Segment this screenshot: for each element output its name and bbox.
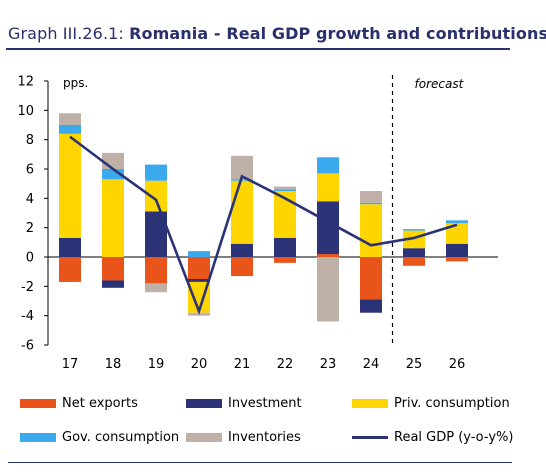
- bar-segment-inventories-17: [59, 113, 81, 125]
- forecast-annotation: forecast: [415, 77, 465, 91]
- legend-label-inventories: Inventories: [228, 430, 301, 445]
- x-tick-label: 21: [234, 357, 251, 372]
- chart-title-prefix: Graph III.26.1:: [8, 24, 124, 43]
- bar-segment-net-exports-26: [446, 257, 468, 262]
- legend-label-priv-consumption: Priv. consumption: [394, 396, 510, 411]
- bar-segment-investment-21: [231, 243, 253, 257]
- bar-segment-inventories-24: [360, 191, 382, 203]
- bar-segment-gov-consumption-23: [317, 157, 339, 174]
- y-tick-label: -6: [21, 339, 34, 354]
- bar-segment-gov-consumption-19: [145, 164, 167, 181]
- legend-item-gov-consumption: Gov. consumption: [20, 430, 179, 445]
- bar-segment-investment-19: [145, 211, 167, 257]
- bar-segment-inventories-18: [102, 152, 124, 169]
- bar-segment-priv-consumption-26: [446, 223, 468, 244]
- y-tick-label: 4: [26, 192, 34, 207]
- y-tick-label: 12: [17, 75, 34, 90]
- legend-swatch-inventories: [186, 433, 222, 442]
- legend-item-net-exports: Net exports: [20, 396, 138, 411]
- bar-segment-net-exports-17: [59, 257, 81, 282]
- x-tick-label: 24: [363, 357, 380, 372]
- bar-segment-net-exports-23: [317, 254, 339, 257]
- bar-segment-gov-consumption-17: [59, 125, 81, 134]
- legend-label-investment: Investment: [228, 396, 302, 411]
- bar-segment-net-exports-24: [360, 257, 382, 300]
- bar-segment-gov-consumption-26: [446, 220, 468, 224]
- bar-segment-net-exports-22: [274, 257, 296, 263]
- y-tick-label: -4: [21, 309, 34, 324]
- bar-segment-inventories-21: [231, 155, 253, 180]
- x-tick-label: 18: [105, 357, 122, 372]
- bar-segment-investment-23: [317, 201, 339, 255]
- bar-segment-investment-18: [102, 280, 124, 288]
- x-tick-label: 26: [449, 357, 466, 372]
- bar-segment-priv-consumption-17: [59, 133, 81, 238]
- x-tick-label: 25: [406, 357, 423, 372]
- y-tick-label: 0: [26, 251, 34, 266]
- chart-title: Graph III.26.1: Romania - Real GDP growt…: [8, 24, 546, 43]
- bar-segment-investment-26: [446, 243, 468, 257]
- bar-segment-net-exports-19: [145, 257, 167, 284]
- x-tick-label: 22: [277, 357, 294, 372]
- legend-swatch-priv-consumption: [352, 399, 388, 408]
- y-tick-label: 8: [26, 133, 34, 148]
- chart-bars: [59, 113, 468, 322]
- y-tick-label: -2: [21, 280, 34, 295]
- x-tick-label: 23: [320, 357, 337, 372]
- bar-segment-inventories-22: [274, 186, 296, 190]
- bar-segment-gov-consumption-25: [403, 229, 425, 231]
- bar-segment-investment-20: [188, 279, 210, 282]
- legend-label-real-gdp: Real GDP (y-o-y%): [394, 430, 514, 445]
- bar-segment-priv-consumption-19: [145, 180, 167, 212]
- bar-segment-net-exports-18: [102, 257, 124, 281]
- bar-segment-priv-consumption-21: [231, 180, 253, 244]
- y-axis-unit-label: pps.: [63, 76, 88, 90]
- chart-title-main: Romania - Real GDP growth and contributi…: [129, 24, 546, 43]
- chart-frame-bottom: [8, 462, 512, 463]
- bar-segment-priv-consumption-18: [102, 179, 124, 257]
- legend-label-gov-consumption: Gov. consumption: [62, 430, 180, 445]
- bar-segment-inventories-23: [317, 257, 339, 322]
- bar-segment-gov-consumption-20: [188, 251, 210, 257]
- legend-item-real-gdp: Real GDP (y-o-y%): [352, 430, 513, 445]
- x-tick-label: 20: [191, 357, 208, 372]
- legend-line-real-gdp: [352, 436, 388, 439]
- bar-segment-net-exports-25: [403, 257, 425, 266]
- legend-swatch-investment: [186, 399, 222, 408]
- bar-segment-inventories-19: [145, 283, 167, 293]
- title-divider: [6, 48, 510, 50]
- bar-segment-priv-consumption-24: [360, 204, 382, 257]
- legend-item-priv-consumption: Priv. consumption: [352, 396, 510, 411]
- bar-segment-investment-25: [403, 248, 425, 257]
- bar-segment-investment-22: [274, 237, 296, 257]
- legend-item-inventories: Inventories: [186, 430, 301, 445]
- legend-swatch-gov-consumption: [20, 433, 56, 442]
- legend-swatch-net-exports: [20, 399, 56, 408]
- y-tick-label: 2: [26, 221, 34, 236]
- bar-segment-net-exports-21: [231, 257, 253, 277]
- bar-segment-gov-consumption-18: [102, 169, 124, 180]
- y-tick-label: 6: [26, 163, 34, 178]
- legend-label-net-exports: Net exports: [62, 396, 138, 411]
- bar-segment-investment-24: [360, 299, 382, 313]
- bar-segment-priv-consumption-20: [188, 281, 210, 313]
- legend-item-investment: Investment: [186, 396, 302, 411]
- x-tick-label: 19: [148, 357, 165, 372]
- bar-segment-priv-consumption-23: [317, 173, 339, 202]
- bar-segment-investment-17: [59, 237, 81, 257]
- x-tick-label: 17: [62, 357, 79, 372]
- bar-segment-net-exports-20: [188, 257, 210, 279]
- bar-segment-gov-consumption-24: [360, 202, 382, 205]
- bar-segment-gov-consumption-22: [274, 189, 296, 191]
- real-gdp-line: [69, 135, 458, 316]
- y-tick-label: 10: [17, 104, 34, 119]
- chart-line-layer: [69, 135, 458, 316]
